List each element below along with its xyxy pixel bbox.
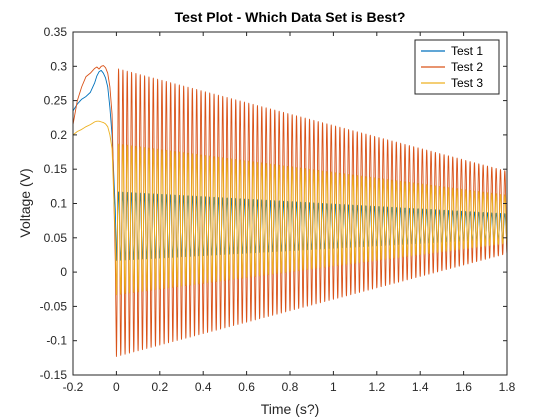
y-tick-label: 0.25 — [44, 94, 68, 108]
legend-label-3: Test 3 — [451, 76, 483, 90]
x-tick-label: 0.4 — [195, 380, 212, 394]
x-tick-label: 1 — [330, 380, 337, 394]
y-tick-label: -0.15 — [40, 368, 68, 382]
y-axis-title: Voltage (V) — [17, 168, 33, 237]
y-tick-label: 0.15 — [44, 162, 68, 176]
y-tick-label: 0.35 — [44, 25, 68, 39]
y-tick-label: -0.1 — [46, 334, 67, 348]
legend: Test 1 Test 2 Test 3 — [415, 40, 499, 94]
x-axis-title: Time (s?) — [261, 401, 320, 417]
y-tick-label: 0.2 — [50, 128, 67, 142]
x-tick-label: 1.8 — [499, 380, 516, 394]
y-tick-label: 0 — [60, 265, 67, 279]
legend-label-1: Test 1 — [451, 44, 483, 58]
x-tick-label: 0.6 — [238, 380, 255, 394]
y-tick-label: 0.05 — [44, 231, 68, 245]
x-tick-label: 0 — [113, 380, 120, 394]
y-tick-label: -0.05 — [40, 299, 68, 313]
x-tick-label: 1.2 — [368, 380, 385, 394]
x-tick-label: 0.8 — [282, 380, 299, 394]
x-tick-label: 1.4 — [412, 380, 429, 394]
y-tick-label: 0.3 — [50, 59, 67, 73]
legend-label-2: Test 2 — [451, 60, 483, 74]
chart-title: Test Plot - Which Data Set is Best? — [175, 9, 406, 25]
y-tick-label: 0.1 — [50, 197, 67, 211]
x-tick-label: 0.2 — [151, 380, 168, 394]
x-tick-label: 1.6 — [455, 380, 472, 394]
x-tick-label: -0.2 — [63, 380, 84, 394]
